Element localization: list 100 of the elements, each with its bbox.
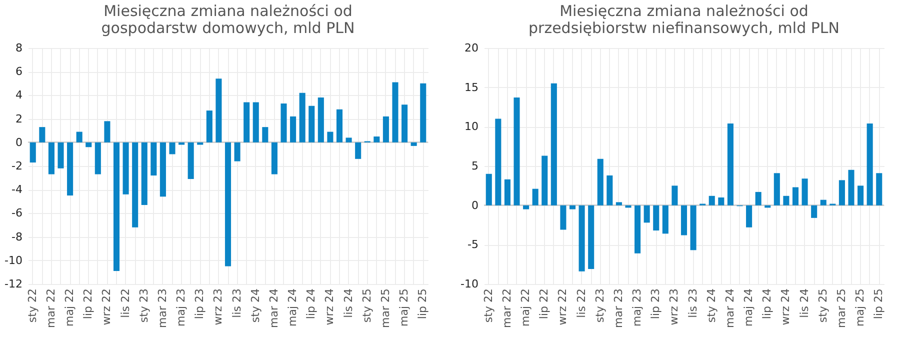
x-tick-label: lis 24: [342, 288, 355, 318]
x-tick-label: mar 23: [612, 288, 625, 328]
x-tick-label: lis 23: [686, 288, 700, 318]
x-tick-label: maj 24: [286, 288, 300, 327]
bar: [690, 205, 696, 250]
x-tick-label: wrz 22: [556, 288, 570, 326]
x-tick-label: lis 23: [230, 288, 244, 318]
bar: [76, 132, 82, 142]
x-tick-label: maj 23: [174, 288, 188, 327]
bar: [838, 180, 845, 206]
bar: [876, 173, 882, 206]
x-tick-label: wrz 24: [323, 288, 336, 326]
bar: [550, 83, 557, 206]
bar: [58, 142, 64, 168]
bar: [318, 98, 324, 142]
bar: [616, 202, 622, 206]
y-tick-label: 4: [16, 88, 22, 102]
y-tick-label: 0: [16, 136, 22, 149]
x-tick-label: mar 25: [378, 288, 392, 328]
bar: [514, 98, 520, 206]
bar: [606, 175, 613, 206]
bar: [783, 196, 790, 206]
bar: [653, 205, 660, 231]
x-tick-label: wrz 23: [668, 288, 681, 326]
bar: [67, 142, 74, 196]
x-tick-label: sty 24: [248, 288, 262, 323]
y-tick-label: 5: [472, 160, 478, 172]
x-tick-label: lip 22: [538, 288, 551, 320]
bar: [197, 142, 204, 145]
bar: [308, 106, 315, 142]
y-tick-label: 10: [464, 120, 478, 134]
bar: [327, 132, 334, 142]
bar: [504, 179, 510, 206]
y-tick-label: 2: [16, 112, 22, 126]
bar: [727, 124, 734, 206]
bar: [774, 173, 780, 206]
x-tick-label: sty 25: [360, 288, 374, 323]
y-tick-label: 8: [16, 42, 22, 54]
x-tick-label: maj 22: [63, 288, 76, 327]
bar: [569, 205, 576, 210]
y-tick-label: -6: [12, 206, 22, 220]
x-tick-label: lip 24: [304, 288, 318, 320]
y-tick-label: 15: [464, 80, 478, 94]
bar: [224, 142, 232, 266]
bar: [346, 138, 352, 142]
y-tick-label: 20: [464, 42, 478, 54]
x-tick-label: lis 22: [118, 288, 132, 318]
bar: [178, 142, 185, 145]
bar: [680, 205, 688, 236]
bar: [262, 127, 268, 142]
x-tick-label: mar 24: [723, 288, 736, 328]
bar: [392, 82, 398, 142]
bar: [150, 142, 157, 176]
bar: [662, 205, 668, 234]
bar: [382, 116, 389, 142]
x-tick-label: sty 23: [137, 288, 150, 323]
bar: [718, 197, 724, 206]
bar: [495, 118, 502, 206]
x-tick-label: maj 23: [630, 288, 644, 327]
bar: [160, 142, 166, 197]
bar: [848, 170, 854, 206]
x-tick-label: maj 25: [854, 288, 867, 327]
y-tick-label: -2: [12, 160, 22, 172]
y-tick-label: -10: [460, 278, 478, 290]
bar: [755, 192, 762, 206]
bar: [280, 103, 287, 142]
bar: [271, 142, 278, 174]
bar: [299, 92, 306, 142]
bar: [355, 142, 362, 159]
x-tick-label: sty 25: [816, 288, 830, 323]
x-tick-label: sty 23: [593, 288, 606, 323]
bar: [523, 205, 530, 210]
x-tick-label: lip 25: [416, 288, 430, 320]
bar: [402, 104, 408, 142]
x-tick-label: maj 22: [519, 288, 532, 327]
y-tick-label: -5: [468, 238, 478, 252]
bar: [336, 109, 343, 142]
bar: [30, 142, 36, 162]
bar: [708, 196, 715, 206]
bar: [48, 142, 54, 174]
bar: [672, 186, 678, 206]
bar: [141, 142, 148, 205]
x-tick-label: wrz 23: [212, 288, 225, 326]
bar: [820, 200, 826, 206]
bar: [560, 205, 566, 230]
bar: [811, 205, 818, 218]
bar: [625, 205, 632, 208]
bar: [792, 187, 799, 206]
bar: [86, 142, 92, 148]
x-tick-label: sty 22: [482, 288, 495, 323]
bar: [188, 142, 194, 179]
bar: [588, 205, 594, 270]
x-tick-label: maj 25: [398, 288, 411, 327]
bar: [532, 188, 538, 206]
x-tick-label: sty 22: [26, 288, 39, 323]
bar: [802, 178, 808, 206]
chart-title: Miesięczna zmiana należności od przedsiębiorstw niefinansowych, mld PLN: [528, 2, 840, 37]
chart-title: Miesięczna zmiana należności od gospodarstw domowych, mld PLN: [101, 2, 355, 37]
x-tick-label: mar 23: [156, 288, 169, 328]
bar: [634, 205, 641, 254]
